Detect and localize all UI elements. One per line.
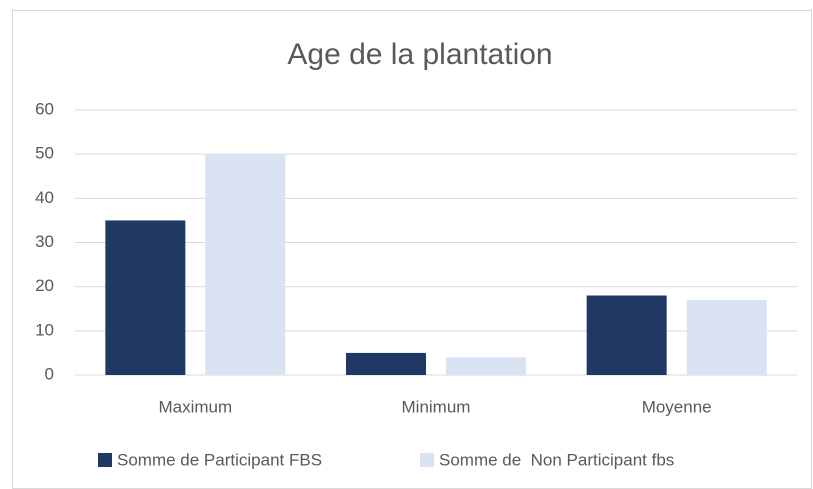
y-tick-label: 20 [35,276,54,295]
x-tick-label: Minimum [402,397,471,416]
bar [446,357,526,375]
y-tick-label: 50 [35,144,54,163]
bar [105,220,186,375]
x-tick-label: Moyenne [642,397,712,416]
y-tick-label: 10 [35,320,54,339]
y-tick-label: 40 [35,188,54,207]
legend-label: Somme de Participant FBS [117,450,322,469]
y-tick-label: 30 [35,232,54,251]
x-tick-label: Maximum [158,397,232,416]
bar [586,295,667,375]
bar [205,154,286,375]
bar [686,299,767,375]
legend-swatch [420,453,434,467]
y-tick-label: 0 [45,364,54,383]
bar [346,352,426,375]
legend-label: Somme de Non Participant fbs [439,450,674,469]
chart-title: Age de la plantation [287,38,552,71]
legend-swatch [98,453,112,467]
y-tick-label: 60 [35,99,54,118]
